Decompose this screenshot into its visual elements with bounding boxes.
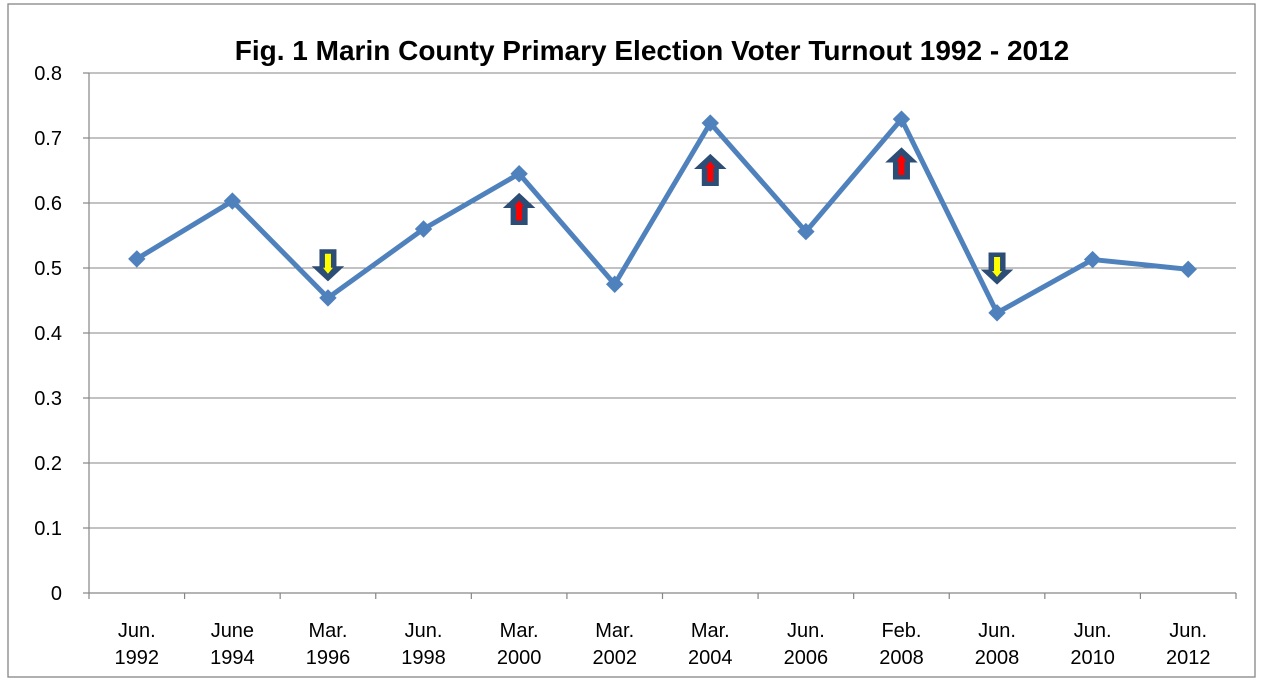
x-tick-label-line: Jun. [978, 620, 1016, 642]
y-tick-label: 0.7 [34, 128, 62, 150]
data-point [988, 304, 1006, 322]
x-tick-label-line: Mar. [309, 620, 348, 642]
data-point [1179, 260, 1197, 279]
series-line [134, 116, 1191, 316]
axes [83, 72, 1237, 599]
x-tick-label-line: Jun. [1169, 620, 1207, 642]
x-tick-label-line: Jun. [118, 620, 156, 642]
data-point [892, 110, 911, 128]
down-arrow-icon [980, 252, 1014, 285]
x-tick-label-line: 2012 [1166, 647, 1211, 669]
data-point [223, 192, 242, 210]
data-point [319, 289, 337, 307]
x-tick-label-line: Mar. [691, 620, 730, 642]
x-tick-label-line: 1994 [210, 647, 255, 669]
x-tick-label: Jun. 2012 [1166, 620, 1211, 669]
down-arrow-icon [311, 249, 345, 282]
data-point [510, 165, 528, 183]
y-tick-label: 0.2 [34, 453, 62, 475]
arrow-fill [896, 155, 907, 175]
data-point [128, 250, 146, 268]
data-point [701, 114, 719, 132]
y-tick-label: 0.5 [34, 258, 62, 280]
y-tick-label: 0.1 [34, 518, 62, 540]
x-axis-tick-labels: Jun. 1992 June 1994 Mar. 1996 Jun. 1998 Mar. 2000… [115, 620, 1211, 669]
data-point [1083, 250, 1102, 269]
x-tick-label-line: Jun. [1074, 620, 1112, 642]
x-tick-label: June 1994 [210, 620, 255, 669]
x-tick-label-line: 1996 [306, 647, 351, 669]
chart-title: Fig. 1 Marin County Primary Election Vot… [235, 35, 1070, 66]
y-tick-label: 0.8 [34, 63, 62, 85]
x-tick-label-line: 2008 [975, 647, 1020, 669]
up-arrow-icon [502, 192, 536, 225]
y-tick-label: 0.3 [34, 388, 62, 410]
x-tick-label: Jun. 2010 [1070, 620, 1115, 669]
y-axis-tick-labels: 0 0.1 0.2 0.3 0.4 0.5 0.6 0.7 0.8 [34, 63, 62, 605]
x-tick-label-line: 2000 [497, 647, 542, 669]
arrow-fill [322, 253, 333, 274]
series-layer [128, 110, 1197, 322]
x-tick-label-line: 2002 [592, 647, 637, 669]
x-tick-label-line: Jun. [405, 620, 443, 642]
data-point [414, 220, 433, 238]
data-point [797, 222, 815, 241]
y-tick-label: 0 [51, 583, 62, 605]
x-tick-label: Feb. 2008 [879, 620, 924, 669]
chart-frame [7, 3, 1256, 678]
x-tick-label-line: 2010 [1070, 647, 1115, 669]
x-tick-label-line: June [211, 620, 254, 642]
x-tick-label: Mar. 2004 [688, 620, 733, 669]
x-tick-label-line: Mar. [500, 620, 539, 642]
x-tick-label: Jun. 2008 [975, 620, 1020, 669]
data-point [606, 275, 624, 293]
x-tick-label-line: 1992 [115, 647, 160, 669]
x-tick-label-line: Feb. [881, 620, 921, 642]
arrow-fill [992, 257, 1003, 277]
x-tick-label-line: 2004 [688, 647, 733, 669]
arrow-fill [514, 200, 525, 221]
arrow-fill [705, 161, 716, 182]
y-tick-label: 0.4 [34, 323, 62, 345]
x-tick-label: Jun. 2006 [784, 620, 829, 669]
x-tick-label-line: 1998 [401, 647, 446, 669]
y-tick-label: 0.6 [34, 193, 62, 215]
x-tick-label-line: 2006 [784, 647, 829, 669]
up-arrow-icon [885, 147, 918, 180]
x-tick-label-line: 2008 [879, 647, 924, 669]
x-tick-label: Mar. 1996 [306, 620, 351, 669]
x-tick-label: Mar. 2002 [592, 620, 637, 669]
x-tick-label: Jun. 1992 [115, 620, 160, 669]
up-arrow-icon [694, 153, 727, 186]
x-tick-label: Mar. 2000 [497, 620, 542, 669]
x-tick-label: Jun. 1998 [401, 620, 446, 669]
x-tick-label-line: Jun. [787, 620, 825, 642]
x-tick-label-line: Mar. [595, 620, 634, 642]
annotation-arrows [311, 147, 1014, 285]
